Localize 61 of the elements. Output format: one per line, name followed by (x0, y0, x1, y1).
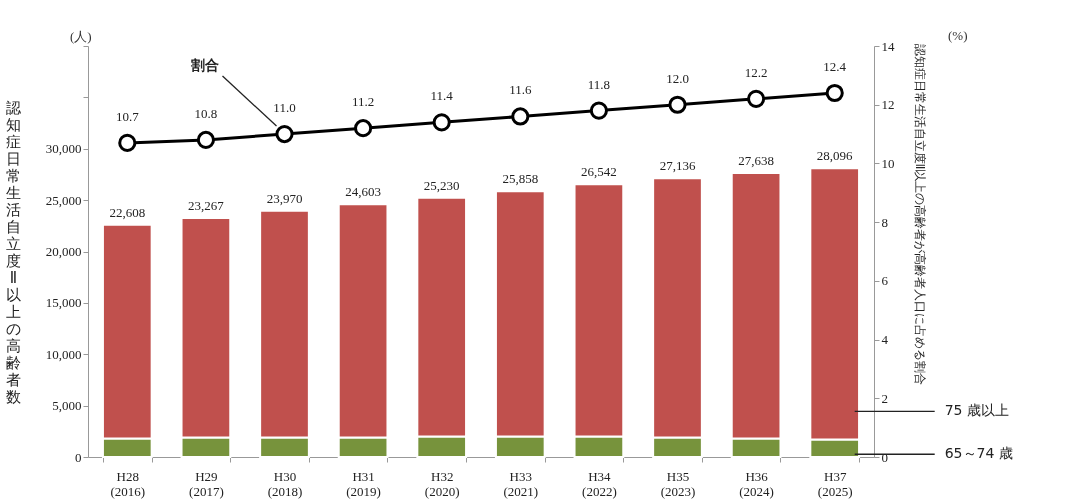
text: 75 歳以上 (944, 402, 1009, 419)
x-tick-label: H35 (2023) (660, 468, 696, 499)
data-label: 12.2 (744, 64, 768, 80)
x-tick-label: H34 (2022) (582, 468, 617, 499)
text: 割合 (189, 57, 219, 74)
y-tick-label: 0 (75, 449, 82, 465)
point (747, 89, 766, 108)
total-label: 26,542 (581, 164, 617, 180)
y2-tick-label: 14 (881, 38, 895, 54)
total-label: 23,970 (266, 190, 303, 206)
y2-tick-label: 10 (881, 155, 895, 171)
total-label: 28,096 (816, 148, 854, 164)
y-tick-label: 10,000 (45, 346, 82, 362)
point (668, 95, 687, 114)
y-tick-label: 30,000 (45, 141, 82, 157)
data-label: 12.4 (823, 58, 847, 74)
point (589, 101, 608, 120)
data-label: 11.0 (273, 100, 296, 116)
y2-axis-title: 認知症日常生活自立度Ⅱ以上の高齢者が高齢者人口に占める割合 (912, 43, 927, 386)
x-tick-label: H31 (2019) (346, 468, 381, 499)
x-tick-label: H33 (2021) (503, 468, 539, 499)
x-tick-label: H29 (2017) (189, 468, 224, 499)
point (275, 125, 294, 144)
y-tick-label: 25,000 (45, 192, 82, 208)
data-label: 11.2 (351, 94, 375, 110)
total-label: 27,136 (659, 158, 696, 174)
point (196, 130, 215, 150)
x-tick-label: H37 (2025) (817, 468, 853, 499)
point (432, 113, 451, 132)
x-tick-label: H30 (2018) (267, 468, 303, 499)
y2-tick-label: 4 (881, 332, 889, 348)
point (511, 107, 530, 126)
x-tick-label: H32 (2020) (424, 468, 460, 499)
total-label: 27,638 (738, 153, 774, 169)
total-label: 22,608 (109, 204, 146, 220)
total-label: 25,858 (502, 171, 539, 187)
data-label: 11.8 (587, 76, 611, 92)
text: (人) (70, 28, 92, 46)
total-label: 25,230 (423, 177, 460, 193)
data-label: 12.0 (666, 70, 689, 86)
y2-tick-label: 6 (881, 273, 889, 289)
text: 65～74 歳 (944, 445, 1013, 462)
x-tick-label: H36 (2024) (739, 468, 774, 499)
text: 認知症日常生活自立度Ⅱ以上の高齢者数 (6, 99, 21, 406)
point (825, 83, 844, 103)
total-label: 24,603 (345, 184, 381, 200)
data-label: 10.7 (115, 108, 140, 124)
data-label: 11.4 (430, 88, 454, 104)
y2-tick-label: 2 (881, 390, 888, 406)
x-tick-label: H28 (2016) (110, 468, 146, 499)
y2-tick-label: 8 (881, 214, 888, 230)
y2-tick-label: 12 (881, 97, 895, 113)
total-label: 23,267 (188, 197, 225, 213)
text: (%) (948, 28, 968, 44)
data-label: 11.6 (509, 82, 532, 98)
point (354, 119, 373, 138)
data-label: 10.8 (194, 105, 218, 121)
point (118, 133, 137, 152)
y-tick-label: 20,000 (45, 244, 82, 259)
y-tick-label: 5,000 (52, 398, 82, 414)
y-tick-label: 15,000 (45, 295, 82, 311)
